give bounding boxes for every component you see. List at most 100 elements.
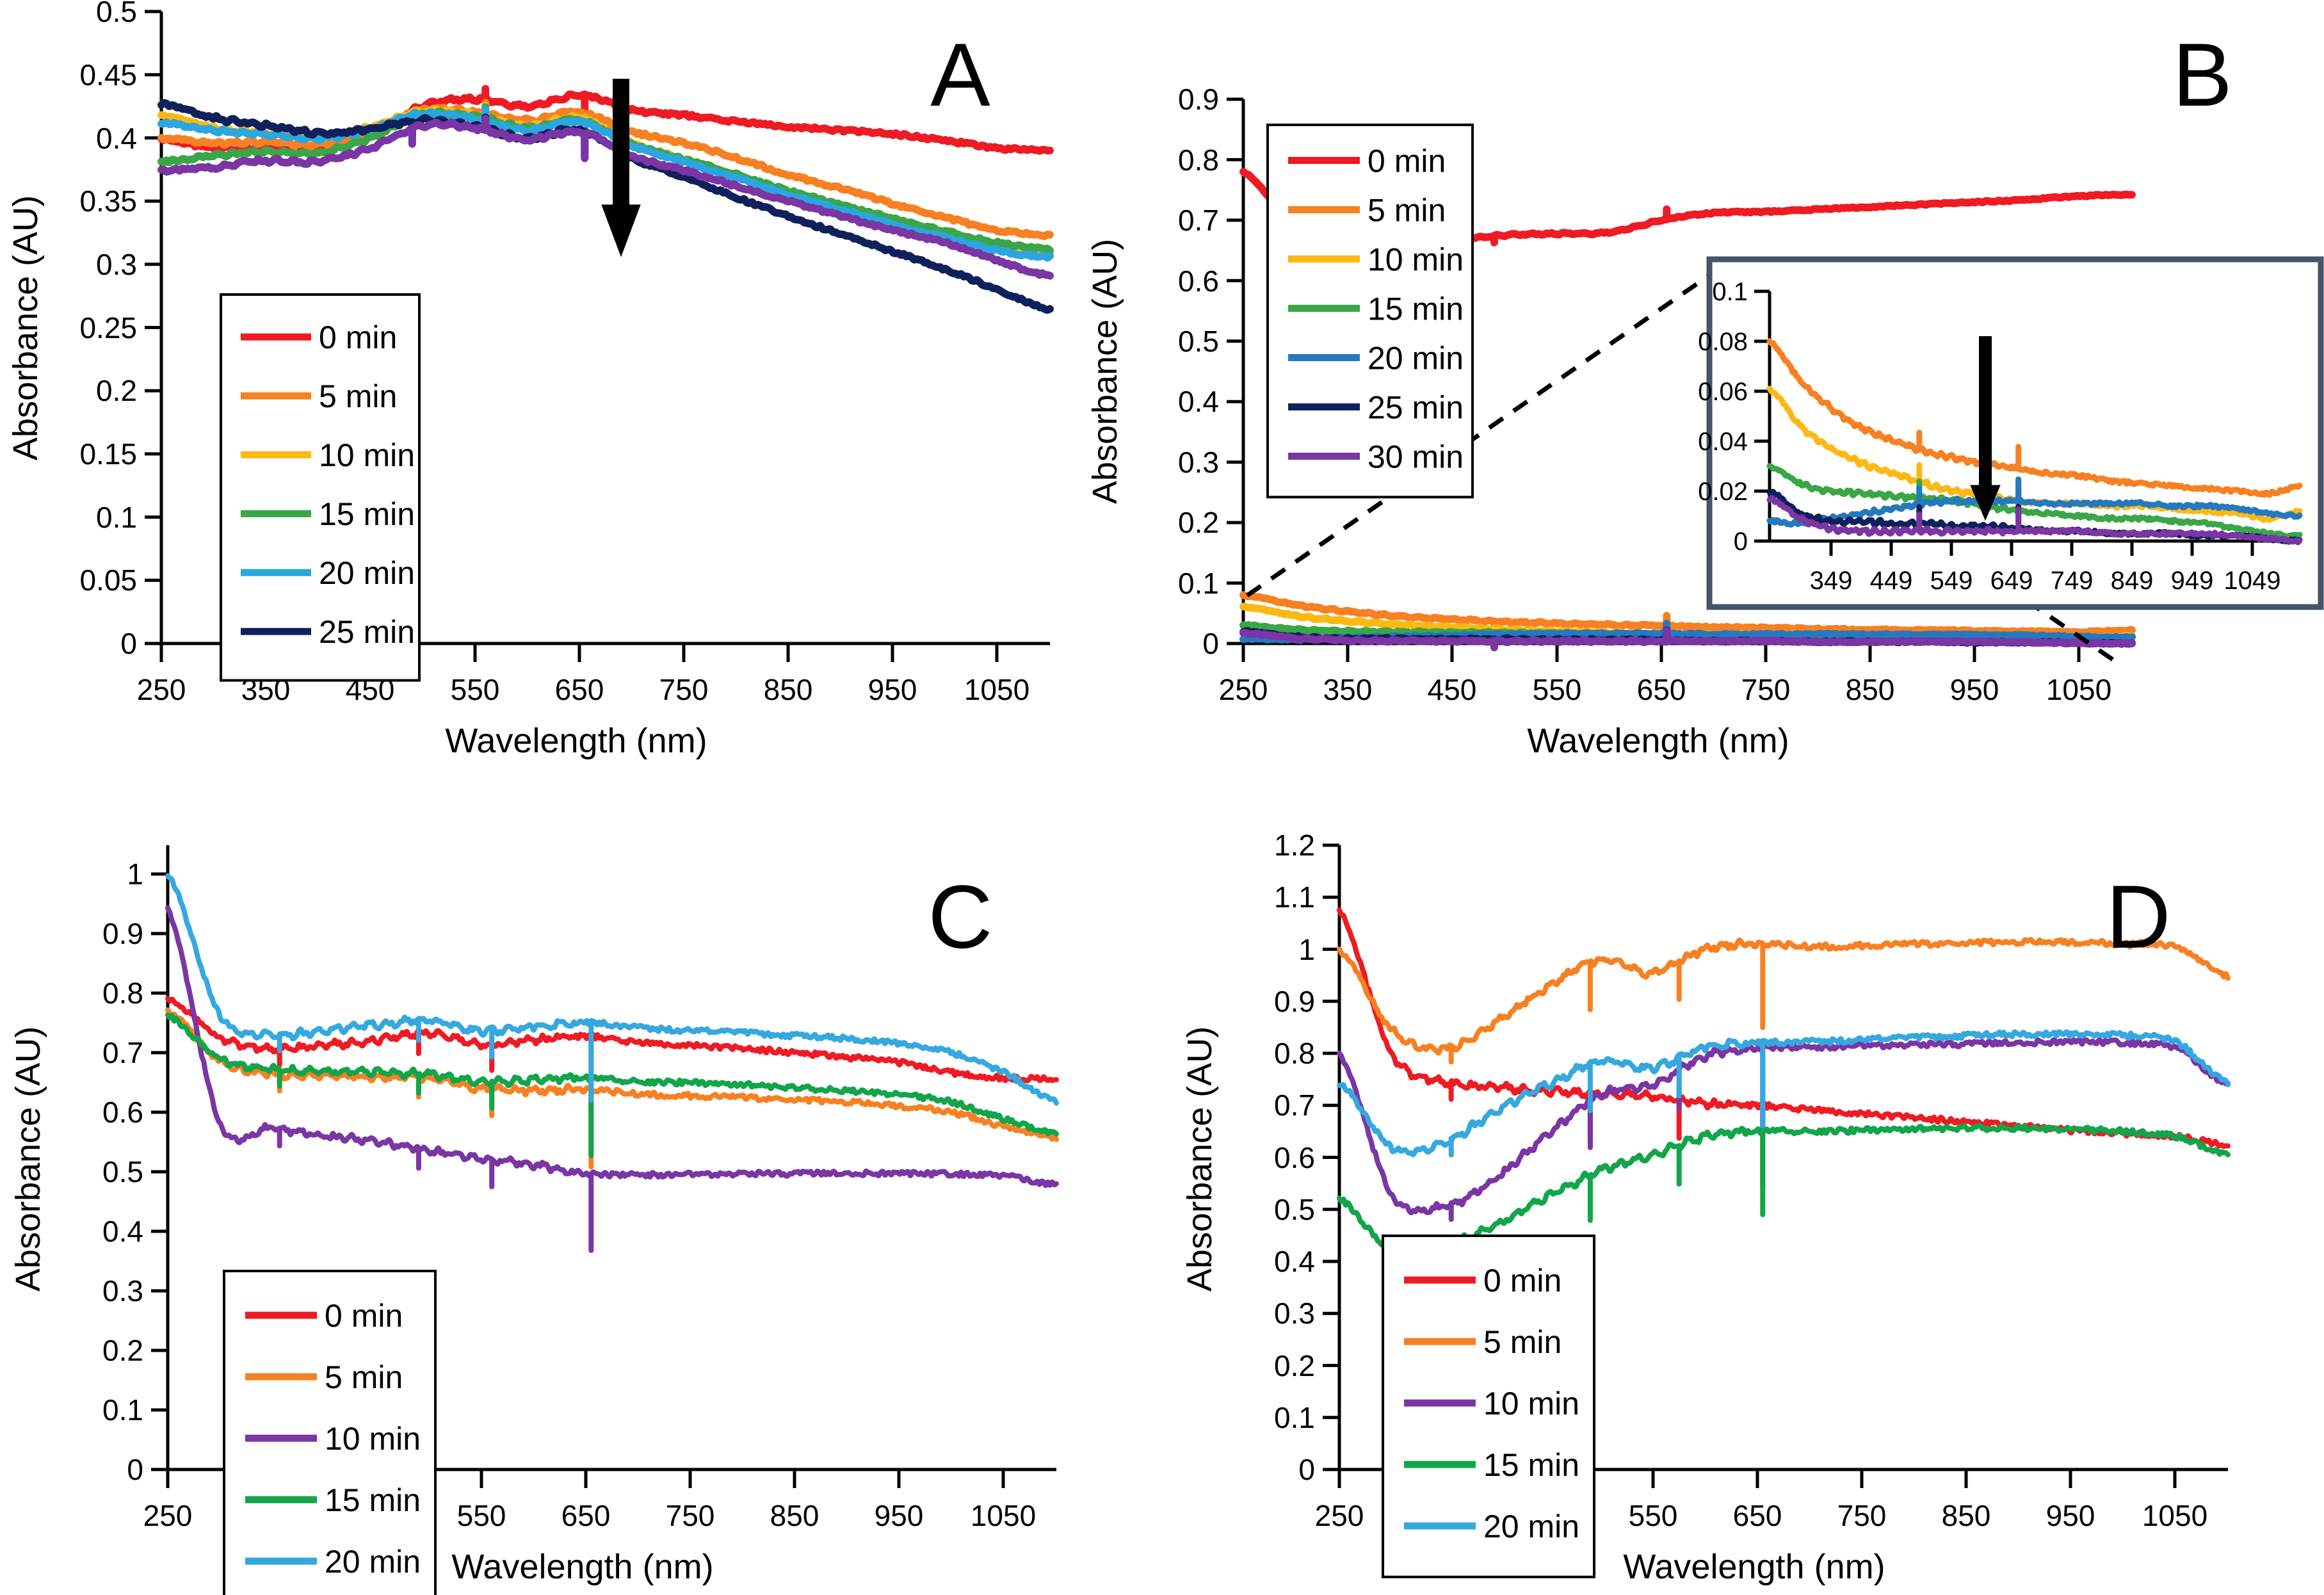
legend-item-label: 15 min	[1368, 291, 1464, 327]
panel-letter-d: D	[2106, 866, 2170, 967]
inset-xaxis: 349 449 549 649 749 849 949 1049	[1770, 539, 2300, 595]
y-axis-title: Absorbance (AU)	[1181, 1026, 1219, 1291]
spectrum-curve	[165, 905, 1059, 1253]
y-tick-label: 0.9	[102, 917, 143, 950]
x-axis-title: Wavelength (nm)	[451, 1548, 713, 1586]
y-tick-label: 0.2	[1274, 1349, 1315, 1382]
inset-x-tick-label: 749	[2051, 567, 2094, 595]
x-tick-label: 750	[666, 1499, 715, 1532]
legend-item-label: 20 min	[325, 1544, 421, 1580]
legend-box	[223, 1270, 437, 1595]
inset-y-tick-label: 0.1	[1712, 278, 1748, 306]
spectrum-curve	[165, 996, 1059, 1117]
y-tick-label: 0.8	[102, 976, 143, 1010]
x-tick-label: 550	[457, 1499, 506, 1532]
panel-a: 0 0.05 0.1 0.15 0.2 0.25 0.3 0.35 0.4 0.…	[0, 0, 1088, 762]
legend-item-label: 10 min	[1483, 1386, 1579, 1421]
inset-y-tick-label: 0.08	[1698, 328, 1748, 356]
panel-c-legend[interactable]: 0 min 5 min 10 min 15 min 20 min	[223, 1270, 437, 1595]
y-tick-label: 0.3	[102, 1274, 143, 1308]
y-tick-label: 1	[127, 857, 143, 891]
x-tick-label: 250	[1219, 673, 1268, 706]
y-tick-label: 0.4	[1274, 1245, 1315, 1278]
x-tick-label: 1050	[2142, 1499, 2207, 1532]
legend-item-label: 15 min	[1483, 1447, 1579, 1483]
legend-item-label: 20 min	[1483, 1509, 1579, 1544]
x-tick-label: 950	[875, 1499, 924, 1532]
panel-a-svg: 0 0.05 0.1 0.15 0.2 0.25 0.3 0.35 0.4 0.…	[6, 0, 1054, 760]
panel-b-inset-curves	[1766, 338, 2303, 546]
x-tick-label: 550	[1533, 673, 1582, 706]
x-tick-label: 450	[1428, 673, 1477, 706]
y-tick-label: 0.1	[1178, 567, 1219, 600]
y-tick-label: 0.5	[102, 1155, 143, 1188]
legend-item-label: 10 min	[325, 1421, 421, 1457]
panel-a-legend[interactable]: 0 min 5 min 10 min 15 min 20 min 25 min	[220, 293, 421, 682]
y-tick-label: 0.4	[1178, 385, 1219, 418]
y-tick-label: 0.8	[1178, 143, 1219, 177]
y-axis-title: Absorbance (AU)	[9, 1026, 47, 1291]
y-tick-label: 0.9	[1274, 985, 1315, 1018]
y-tick-label: 0.4	[96, 122, 137, 155]
y-tick-label: 1.1	[1274, 880, 1315, 914]
y-tick-group	[1323, 843, 1339, 1471]
y-tick-label: 0.3	[1274, 1297, 1315, 1330]
panel-b-inset: 0 0.02 0.04 0.06 0.08 0.1	[1698, 256, 2324, 610]
panel-b-yaxis: 0 0.1 0.2 0.3 0.4 0.5 0.6 0.7 0.8 0.9 Ab…	[1086, 83, 1245, 660]
legend-item-label: 25 min	[319, 614, 415, 650]
y-tick-label: 0.45	[79, 58, 137, 92]
panel-c-yaxis: 0 0.1 0.2 0.3 0.4 0.5 0.6 0.7 0.8 0.9 1 …	[9, 845, 170, 1486]
inset-x-tick-label: 649	[1990, 567, 2033, 595]
x-tick-label: 350	[1323, 673, 1373, 706]
x-tick-label: 650	[555, 673, 604, 706]
legend-item-label: 5 min	[325, 1359, 403, 1395]
x-tick-group	[1241, 644, 2081, 662]
panel-c-svg: 0 0.1 0.2 0.3 0.4 0.5 0.6 0.7 0.8 0.9 1 …	[9, 845, 1059, 1595]
panel-d-legend[interactable]: 0 min 5 min 10 min 15 min 20 min	[1382, 1235, 1595, 1578]
panel-b-legend[interactable]: 0 min 5 min 10 min 15 min 20 min 25 min 30 min	[1266, 124, 1474, 499]
panel-letter-a: A	[930, 24, 990, 125]
y-axis-title: Absorbance (AU)	[1086, 239, 1124, 504]
y-tick-label: 0.2	[102, 1334, 143, 1367]
x-tick-label: 650	[561, 1499, 611, 1532]
y-tick-label: 0.3	[96, 248, 137, 281]
x-tick-label: 950	[2046, 1499, 2095, 1532]
panel-d: 0 0.1 0.2 0.3 0.4 0.5 0.6 0.7 0.8 0.9 1 …	[1172, 762, 2324, 1594]
panel-b-curves	[1239, 168, 2136, 652]
y-tick-label: 0.3	[1178, 446, 1219, 479]
y-tick-label: 0.1	[102, 1393, 143, 1427]
spectrum-curve	[1239, 627, 2136, 652]
inset-x-tick-label: 449	[1870, 567, 1913, 595]
y-tick-label: 0	[127, 1453, 143, 1486]
y-tick-label: 0.6	[102, 1096, 143, 1129]
y-tick-label: 0.15	[79, 437, 137, 471]
panel-b-svg: 0 0.1 0.2 0.3 0.4 0.5 0.6 0.7 0.8 0.9 Ab…	[1086, 24, 2324, 760]
inset-x-tick-label: 1049	[2224, 567, 2281, 595]
spectrum-curve	[1337, 937, 2231, 1065]
x-tick-label: 750	[659, 673, 709, 706]
y-tick-group	[1227, 97, 1243, 645]
legend-box	[220, 293, 421, 682]
y-tick-label: 0	[1202, 627, 1219, 660]
legend-item-label: 0 min	[319, 320, 397, 355]
y-tick-label: 0.5	[1178, 325, 1219, 358]
y-tick-label: 0.1	[1274, 1401, 1315, 1434]
panel-a-curves	[157, 85, 1054, 314]
legend-item-label: 0 min	[1368, 143, 1446, 179]
y-tick-label: 1.2	[1274, 829, 1315, 862]
panel-a-yaxis: 0 0.05 0.1 0.15 0.2 0.25 0.3 0.35 0.4 0.…	[6, 0, 163, 660]
spectrum-curve	[157, 99, 1054, 240]
x-tick-label: 650	[1733, 1499, 1782, 1532]
inset-y-tick-label: 0.06	[1698, 378, 1748, 406]
spectrum-curve	[165, 1012, 1059, 1158]
x-tick-label: 550	[1629, 1499, 1678, 1532]
y-tick-label: 0.25	[79, 311, 137, 344]
x-tick-label: 250	[143, 1499, 193, 1532]
inset-y-tick-label: 0.02	[1698, 478, 1748, 506]
y-axis-title: Absorbance (AU)	[6, 195, 45, 460]
x-tick-label: 1050	[964, 673, 1029, 706]
legend-item-label: 30 min	[1368, 439, 1464, 474]
x-tick-label: 550	[451, 673, 500, 706]
inset-x-tick-label: 849	[2111, 567, 2154, 595]
